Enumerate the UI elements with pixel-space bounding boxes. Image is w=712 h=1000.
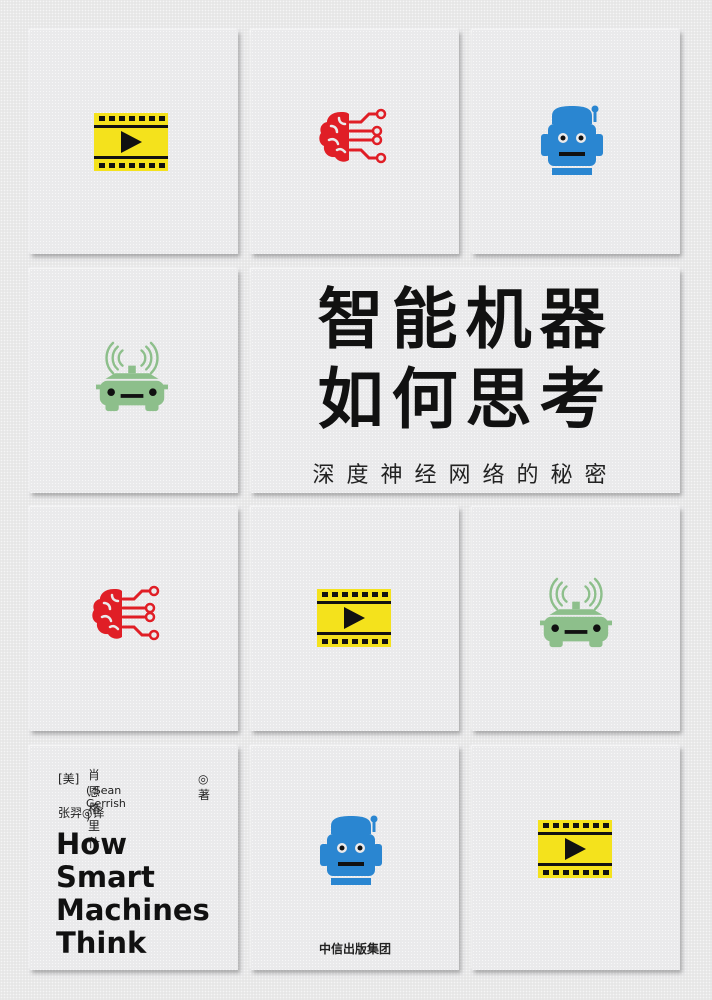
title-line-1: 智能机器 (317, 281, 614, 358)
self-driving-car-icon (94, 341, 170, 413)
robot-head-icon (318, 814, 384, 886)
english-title-line: Smart (56, 860, 155, 894)
author-block: [美] 肖恩·格里什 ( Sean Gerrish ) ◎著 张羿◎译 How … (30, 746, 238, 970)
tile-robot-2: 中信出版集团 (251, 746, 459, 970)
tile-film-1 (30, 30, 238, 254)
publisher: 中信出版集团 (318, 942, 391, 956)
english-title-line: Machines (56, 893, 210, 927)
tile-car-1 (30, 269, 238, 493)
tile-brain-1 (251, 30, 459, 254)
author-name-en: ( Sean Gerrish ) (86, 784, 126, 823)
tile-robot-1 (472, 30, 680, 254)
tile-brain-2 (30, 507, 238, 731)
self-driving-car-icon (538, 577, 614, 649)
title-line-2: 如何思考 (317, 361, 614, 438)
author-country: [美] (58, 772, 80, 786)
english-title: How Smart Machines Think (56, 828, 210, 960)
english-title-line: Think (56, 926, 147, 960)
brain-circuit-icon (92, 585, 160, 641)
author-name-cn: 肖恩·格里什 (88, 768, 104, 850)
title-block: 智能机器 如何思考 深度神经网络的秘密 (251, 269, 680, 493)
english-title-line: How (56, 827, 127, 861)
tile-film-3 (472, 746, 680, 970)
brain-circuit-icon (319, 108, 387, 164)
tile-car-2 (472, 507, 680, 731)
film-strip-icon (538, 820, 612, 878)
author-role: ◎著 (198, 772, 211, 802)
robot-head-icon (539, 104, 605, 176)
translator: 张羿◎译 (58, 806, 105, 820)
subtitle: 深度神经网络的秘密 (312, 463, 619, 488)
film-strip-icon (94, 113, 168, 171)
film-strip-icon (317, 589, 391, 647)
tile-film-2 (251, 507, 459, 731)
